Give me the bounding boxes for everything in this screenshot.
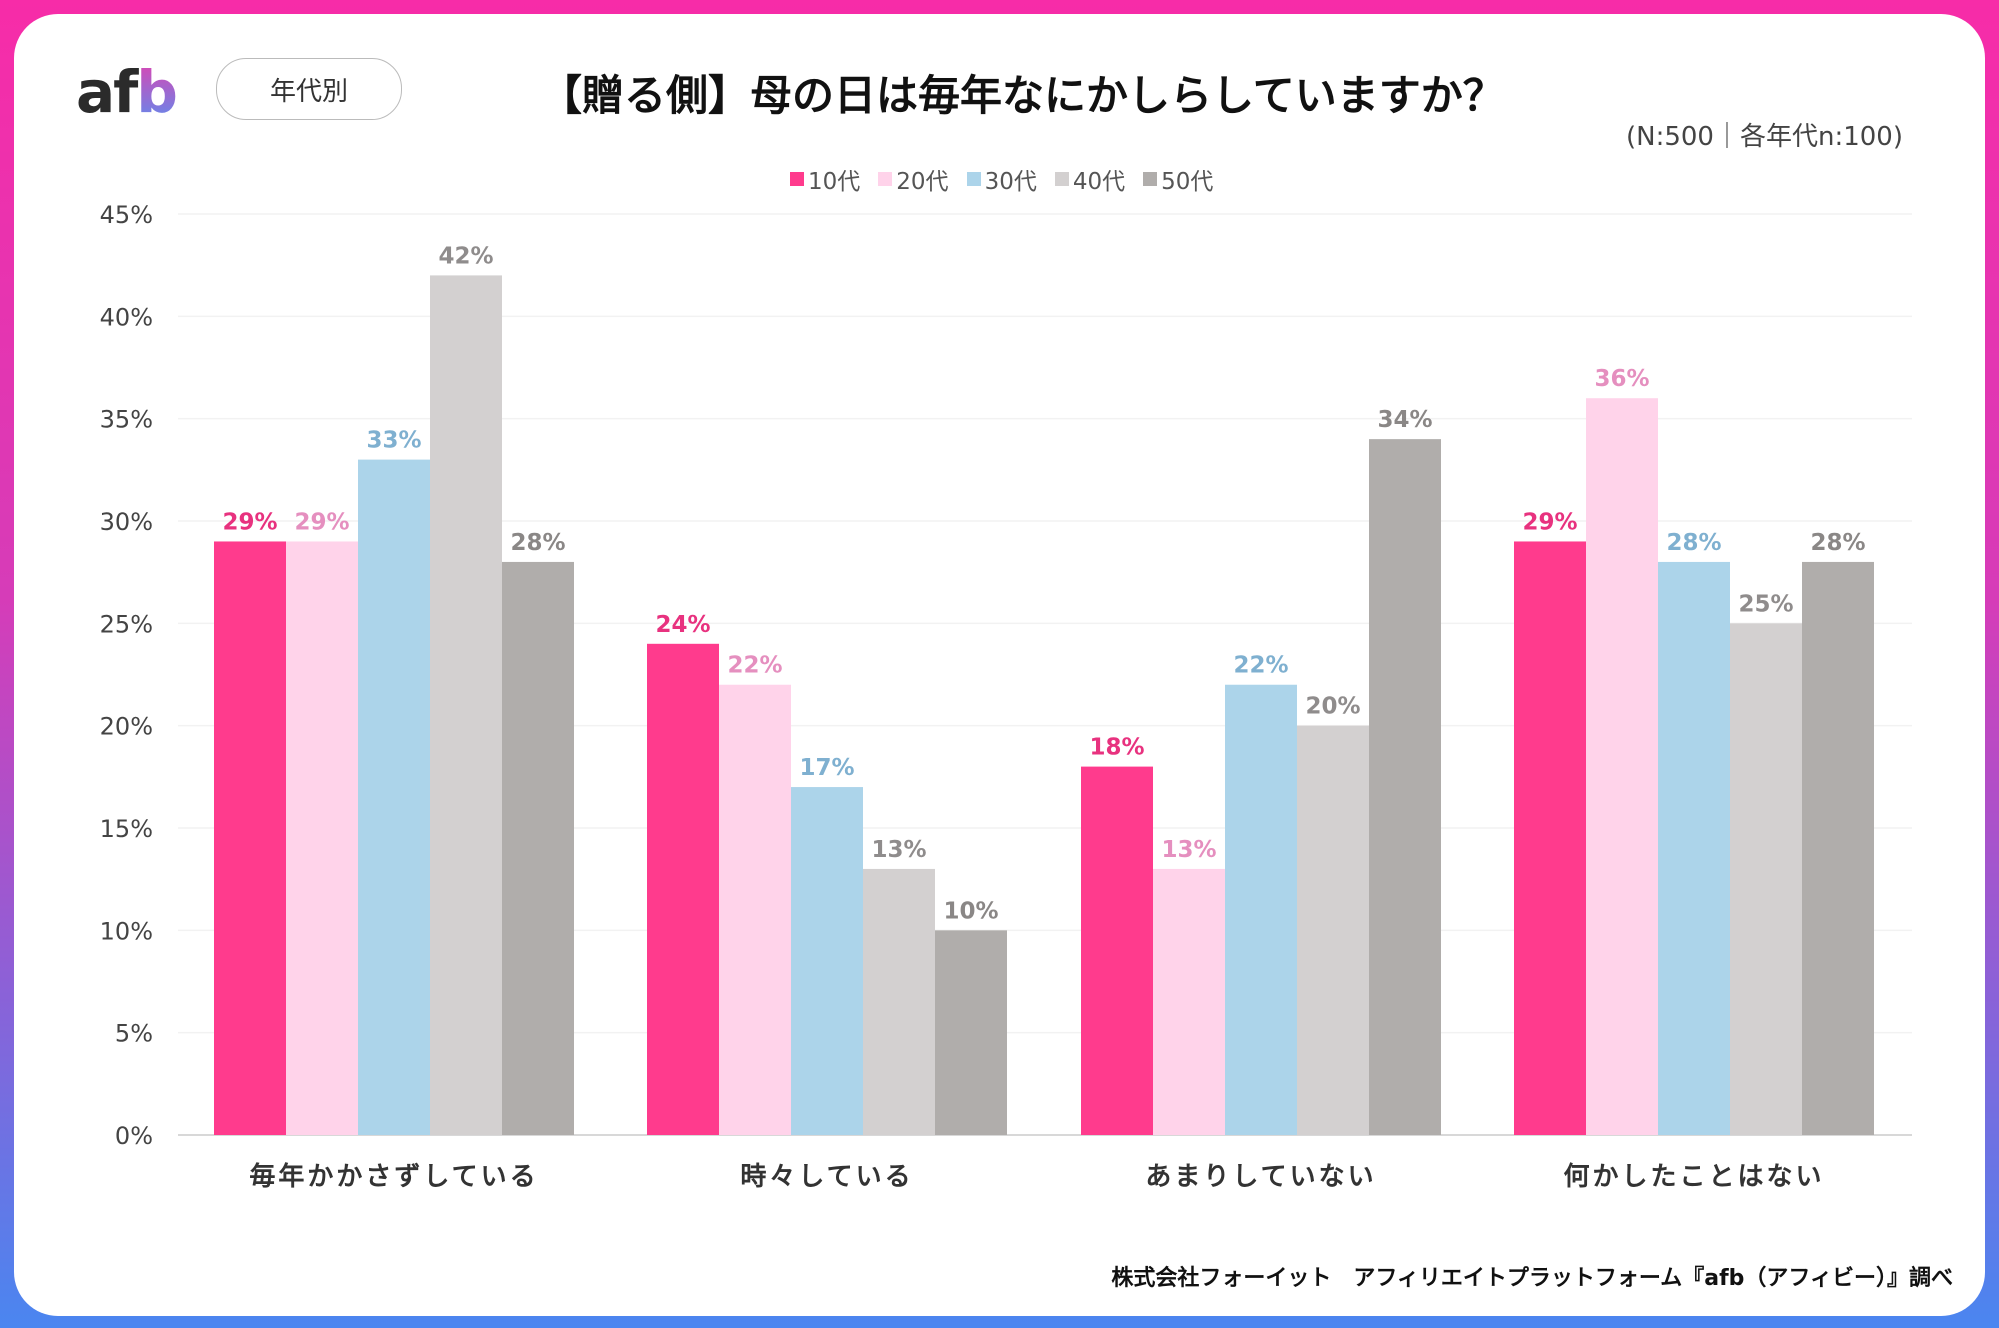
legend-label: 30代 — [984, 169, 1037, 195]
bar — [1369, 439, 1441, 1136]
y-tick-label: 40% — [100, 303, 153, 331]
bar — [430, 275, 502, 1135]
legend-swatch — [1143, 172, 1158, 186]
bar — [358, 459, 430, 1136]
data-label: 42% — [438, 243, 493, 269]
x-category-label: 何かしたことはない — [1563, 1162, 1824, 1192]
bar — [214, 541, 286, 1135]
bar — [647, 643, 719, 1135]
data-label: 36% — [1594, 366, 1649, 392]
bar — [791, 787, 863, 1135]
y-tick-label: 30% — [100, 508, 153, 536]
data-label: 24% — [655, 612, 710, 638]
bar — [1586, 398, 1658, 1135]
bar — [935, 930, 1007, 1135]
data-label: 29% — [294, 509, 349, 535]
y-tick-label: 20% — [100, 713, 153, 741]
x-category-label: 毎年かかさずしている — [249, 1161, 538, 1192]
bar — [1658, 561, 1730, 1135]
data-label: 33% — [366, 428, 421, 454]
bar — [863, 868, 935, 1135]
bar — [1297, 725, 1369, 1135]
data-label: 10% — [943, 898, 998, 924]
legend-label: 40代 — [1072, 169, 1126, 195]
bar — [1153, 868, 1225, 1135]
legend-swatch — [1054, 172, 1069, 186]
y-tick-label: 0% — [115, 1122, 153, 1150]
legend-swatch — [966, 172, 981, 186]
legend-swatch — [878, 172, 893, 186]
data-label: 28% — [1810, 530, 1865, 556]
legend-item: 30代 — [966, 162, 1037, 196]
data-label: 13% — [871, 837, 926, 863]
y-tick-label: 35% — [100, 406, 153, 434]
bar — [1802, 561, 1874, 1135]
x-category-label: 時々している — [740, 1162, 913, 1192]
bar — [1514, 541, 1586, 1135]
data-label: 13% — [1161, 837, 1216, 863]
legend-label: 50代 — [1161, 169, 1214, 195]
legend-item: 10代 — [790, 162, 860, 196]
age-group-tag: 年代別 — [216, 58, 402, 120]
bar — [1225, 684, 1297, 1135]
bar — [286, 541, 358, 1135]
bar — [719, 684, 791, 1135]
legend-item: 40代 — [1054, 162, 1126, 196]
y-tick-label: 15% — [100, 815, 153, 843]
source-credit: 株式会社フォーイット アフィリエイトプラットフォーム『afb（アフィビー）』調べ — [1111, 1266, 1953, 1291]
legend-item: 50代 — [1143, 162, 1213, 196]
data-label: 22% — [1233, 653, 1288, 679]
legend-label: 10代 — [808, 169, 861, 195]
legend-swatch — [790, 172, 804, 186]
y-tick-label: 45% — [100, 201, 153, 229]
legend-label: 20代 — [896, 169, 949, 195]
y-tick-label: 10% — [100, 917, 153, 945]
legend: 10代 20代 30代 40代 50代 — [790, 162, 1213, 196]
legend-item: 20代 — [878, 162, 949, 196]
data-label: 34% — [1377, 407, 1432, 433]
chart-title: 【贈る側】母の日は毎年なにかしらしていますか？ — [540, 71, 1505, 120]
x-category-label: あまりしていない — [1145, 1162, 1376, 1192]
y-tick-label: 5% — [115, 1020, 153, 1048]
data-label: 22% — [727, 653, 782, 679]
data-label: 17% — [799, 755, 854, 781]
data-label: 25% — [1738, 591, 1793, 617]
data-label: 18% — [1089, 735, 1144, 761]
data-label: 28% — [1666, 530, 1721, 556]
data-label: 28% — [510, 530, 565, 556]
data-label: 29% — [222, 509, 277, 535]
afb-logo: afb — [76, 58, 178, 126]
bar — [1081, 766, 1153, 1135]
data-label: 29% — [1522, 509, 1577, 535]
bar — [1730, 623, 1802, 1135]
sample-size: (N:500｜各年代n:100) — [1626, 122, 1903, 152]
y-tick-label: 25% — [100, 610, 153, 638]
bar — [502, 561, 574, 1135]
data-label: 20% — [1305, 694, 1360, 720]
